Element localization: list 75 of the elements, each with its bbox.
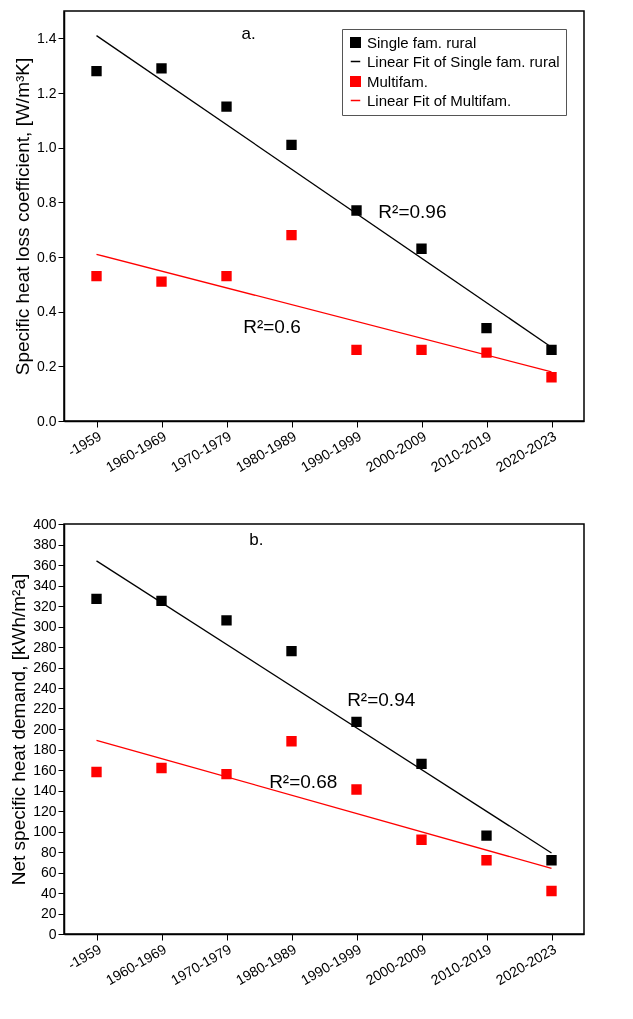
y-tick-label: 0.2 xyxy=(37,357,57,374)
point xyxy=(546,885,557,897)
point xyxy=(221,768,232,780)
annotation: R²=0.94 xyxy=(347,689,416,711)
y-tick-label: 280 xyxy=(33,638,57,655)
point xyxy=(351,784,362,795)
y-tick-label: 200 xyxy=(33,720,57,737)
legend-label: Multifam. xyxy=(367,72,428,90)
y-tick-label: 0.0 xyxy=(37,412,57,429)
y-tick-label: 80 xyxy=(40,843,57,860)
y-tick-label: 100 xyxy=(33,823,57,839)
y-tick-label: 1.4 xyxy=(37,29,57,46)
y-tick-label: 40 xyxy=(40,884,57,901)
x-tick-label: -1959 xyxy=(64,940,105,973)
point xyxy=(351,716,362,728)
y-tick-label: 240 xyxy=(33,679,57,696)
point xyxy=(91,766,102,778)
point xyxy=(286,736,297,747)
y-tick-label: 260 xyxy=(33,659,57,675)
point xyxy=(286,139,297,151)
point xyxy=(481,830,492,841)
y-tick-label: 1.0 xyxy=(37,139,57,156)
point xyxy=(481,347,492,358)
y-axis-title: Specific heat loss coefficient, [W/m³K] xyxy=(12,57,34,376)
y-tick-label: 380 xyxy=(33,536,57,552)
point xyxy=(286,229,297,241)
point xyxy=(156,595,167,607)
point xyxy=(351,205,362,216)
point xyxy=(351,344,362,356)
annotation: b. xyxy=(249,530,264,550)
y-tick-label: 300 xyxy=(33,618,57,634)
annotation: R²=0.68 xyxy=(269,771,338,793)
point xyxy=(221,101,232,112)
point xyxy=(481,322,492,334)
y-tick-label: 0.6 xyxy=(37,248,57,265)
y-tick-label: 1.2 xyxy=(37,84,57,101)
y-tick-label: 0.4 xyxy=(37,303,57,320)
point xyxy=(416,758,427,770)
y-tick-label: 220 xyxy=(33,700,57,716)
legend-label: Linear Fit of Single fam. rural xyxy=(367,52,560,70)
point xyxy=(221,615,232,626)
point xyxy=(416,243,427,254)
point xyxy=(546,344,557,356)
y-axis-title: Net specific heat demand, [kWh/m²a] xyxy=(8,573,30,886)
annotation: R²=0.96 xyxy=(378,200,447,222)
annotation: a. xyxy=(241,24,256,44)
point xyxy=(416,834,427,845)
y-tick-label: 0.8 xyxy=(37,193,57,210)
y-tick-label: 400 xyxy=(33,515,57,532)
y-tick-label: 120 xyxy=(33,802,57,819)
y-tick-label: 160 xyxy=(33,761,57,778)
y-tick-label: 180 xyxy=(33,741,57,757)
x-tick-label: -1959 xyxy=(64,427,105,460)
point xyxy=(91,65,102,77)
annotation: R²=0.6 xyxy=(243,315,301,337)
y-tick-label: 60 xyxy=(40,864,57,880)
point xyxy=(91,593,102,605)
point xyxy=(91,270,102,282)
legend-label: Single fam. rural xyxy=(367,33,477,51)
point xyxy=(156,276,167,287)
y-tick-label: 320 xyxy=(33,597,57,614)
point xyxy=(156,762,167,774)
point xyxy=(221,270,232,282)
point xyxy=(416,344,427,356)
point xyxy=(481,855,492,866)
y-tick-label: 340 xyxy=(33,577,57,593)
point xyxy=(286,645,297,657)
point xyxy=(546,372,557,383)
point xyxy=(156,63,167,74)
y-tick-label: 0 xyxy=(48,925,57,942)
y-tick-label: 360 xyxy=(33,556,57,573)
y-tick-label: 140 xyxy=(33,782,57,798)
y-tick-label: 20 xyxy=(40,905,57,921)
point xyxy=(546,855,557,866)
legend-label: Linear Fit of Multifam. xyxy=(367,91,512,109)
